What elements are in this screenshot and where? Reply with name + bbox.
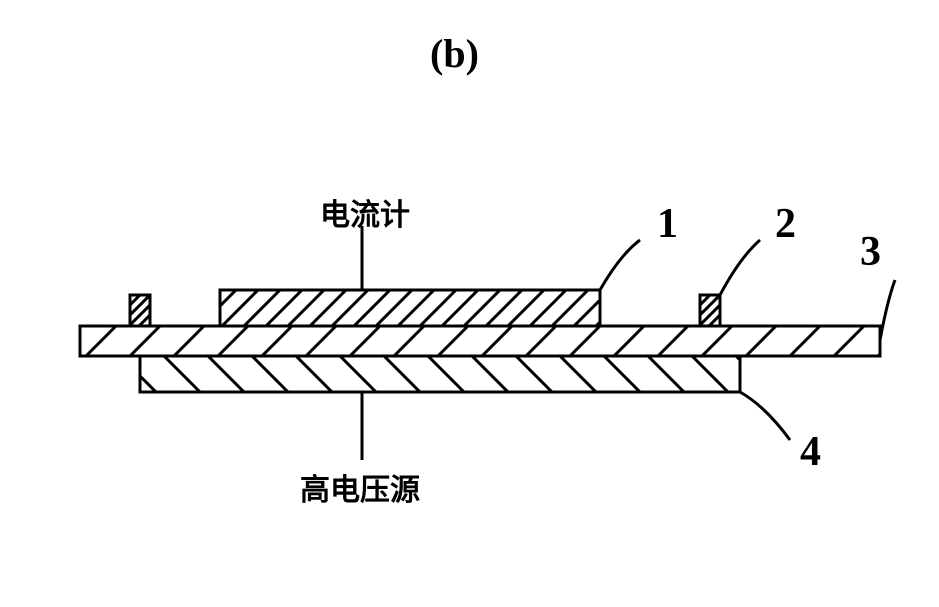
bottom-lead-label: 高电压源 [300, 465, 420, 509]
callout-3-label: 3 [860, 228, 881, 276]
diagram-svg [0, 0, 939, 607]
figure-label: (b) [430, 30, 479, 77]
diagram-canvas: { "figure_label": "(b)", "top_label": "电… [0, 0, 939, 607]
callout-2-label: 2 [775, 200, 796, 248]
callout-1-label: 1 [657, 200, 678, 248]
top-lead-label: 电流计 [320, 190, 410, 234]
callout-4-label: 4 [800, 428, 821, 476]
